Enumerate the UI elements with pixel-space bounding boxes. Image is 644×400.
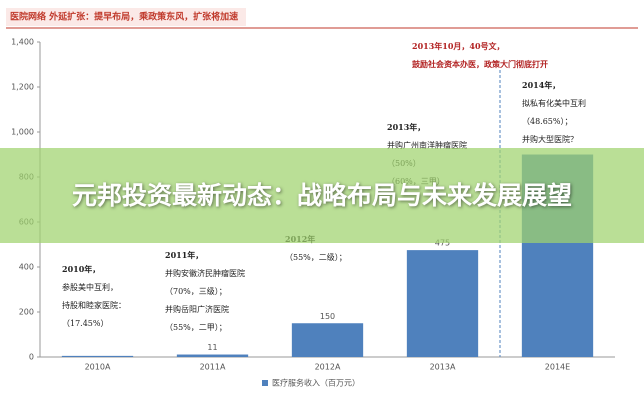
annotation: （17.45%） bbox=[62, 319, 109, 328]
bar bbox=[291, 323, 364, 357]
annotation: 2014年， bbox=[522, 80, 560, 90]
annotation: 拟私有化美中互利 bbox=[522, 98, 586, 108]
x-tick-label: 2014E bbox=[545, 363, 570, 372]
value-label: 475 bbox=[435, 239, 450, 248]
annotation: 并购大型医院？ bbox=[522, 134, 578, 144]
x-tick-label: 2013A bbox=[430, 363, 456, 372]
annotation: （70%，三级）； bbox=[165, 286, 227, 296]
annotation: 参股美中互利， bbox=[62, 282, 118, 292]
legend-swatch bbox=[262, 380, 268, 386]
x-tick-label: 2010A bbox=[85, 363, 111, 372]
value-label: 11 bbox=[207, 343, 217, 352]
annotation: 2010年， bbox=[62, 264, 100, 274]
annotation: 2011年， bbox=[165, 250, 203, 260]
banner-text: 元邦投资最新动态：战略布局与未来发展展望 bbox=[71, 180, 572, 210]
banner: 元邦投资最新动态：战略布局与未来发展展望 bbox=[0, 148, 644, 243]
x-tick-label: 2012A bbox=[315, 363, 341, 372]
y-tick-label: 200 bbox=[19, 308, 34, 317]
value-label: 150 bbox=[320, 312, 335, 321]
y-tick-label: 1,000 bbox=[11, 128, 34, 137]
annotation: 并购广州南洋肿瘤医院 bbox=[387, 140, 467, 150]
x-tick-label: 2011A bbox=[200, 363, 226, 372]
annotation: （48.65%）； bbox=[522, 117, 573, 126]
bar bbox=[406, 250, 479, 357]
bar bbox=[61, 355, 134, 357]
y-tick-label: 1,200 bbox=[11, 83, 34, 92]
annotation: 并购安徽济民肿瘤医院 bbox=[165, 268, 245, 278]
annotation: （55%，二级）； bbox=[285, 252, 347, 262]
chart-title: 医院网络 外延扩张：提早布局，乘政策东风，扩张将加速 bbox=[10, 11, 238, 23]
y-tick-label: 1,400 bbox=[11, 38, 34, 47]
legend-label: 医疗服务收入（百万元） bbox=[272, 378, 360, 388]
y-tick-label: 0 bbox=[29, 353, 34, 362]
annotation: 持股和睦家医院： bbox=[62, 300, 126, 310]
title-bg bbox=[6, 8, 246, 26]
annotation: 2013年， bbox=[387, 122, 425, 132]
annotation: 鼓励社会资本办医，政策大门彻底打开 bbox=[412, 59, 548, 69]
y-tick-label: 400 bbox=[19, 263, 34, 272]
annotation: （55%，二甲）； bbox=[165, 323, 227, 332]
bar bbox=[176, 354, 249, 357]
annotation: 2013年10月，40号文， bbox=[412, 41, 505, 51]
annotation: 并购岳阳广济医院 bbox=[165, 304, 229, 314]
